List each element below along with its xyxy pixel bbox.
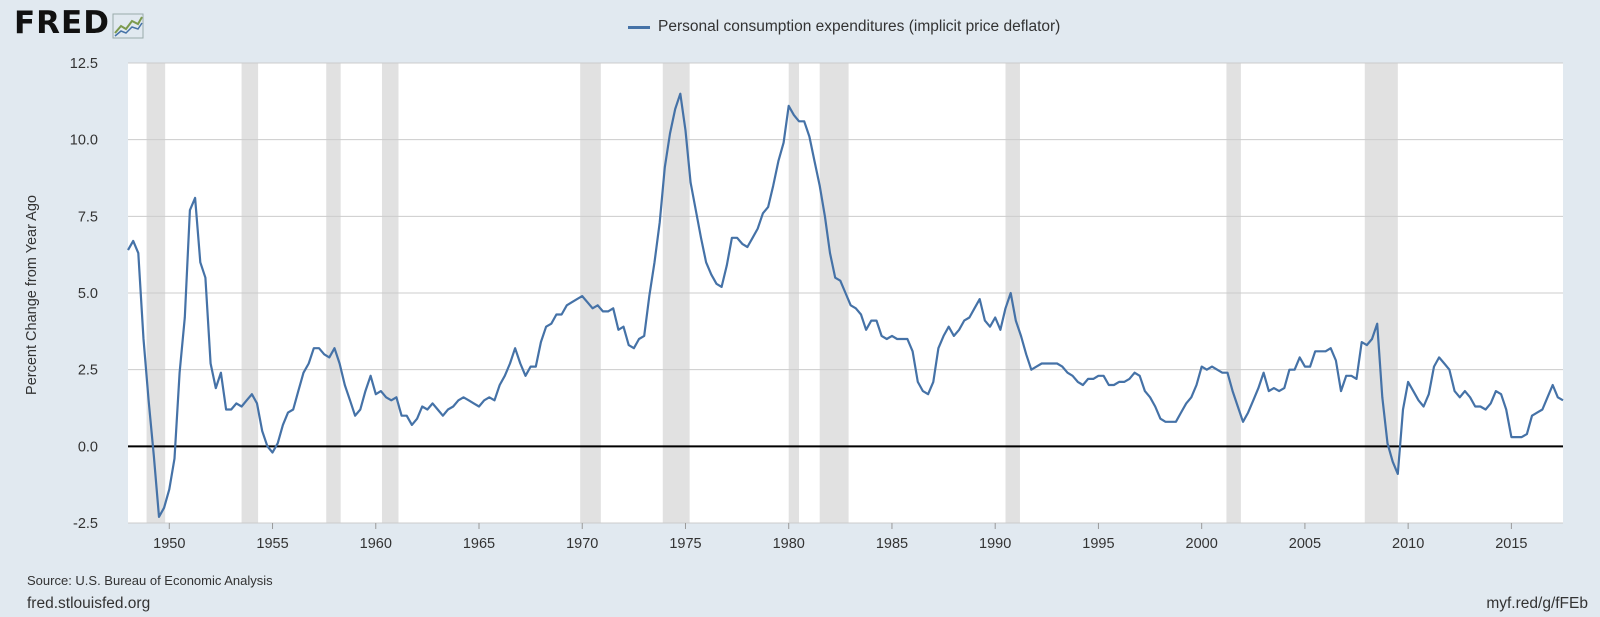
x-tick-label: 1955 (256, 536, 288, 552)
x-tick-label: 2005 (1289, 536, 1321, 552)
x-tick-label: 1950 (153, 536, 185, 552)
series-line (127, 92, 1564, 519)
y-tick-label: 0.0 (78, 439, 98, 455)
y-tick-label: 12.5 (70, 56, 98, 72)
short-link[interactable]: myf.red/g/fFEb (1486, 595, 1588, 612)
x-tick-label: 2015 (1495, 536, 1527, 552)
fred-chart-icon (112, 13, 144, 38)
x-tick-label: 1985 (876, 536, 908, 552)
x-tick-label: 2000 (1186, 536, 1218, 552)
x-tick-label: 1965 (463, 536, 495, 552)
y-tick-label: 2.5 (78, 363, 98, 379)
chart-legend: Personal consumption expenditures (impli… (628, 18, 1060, 36)
x-tick-label: 1960 (360, 536, 392, 552)
y-tick-label: 5.0 (78, 286, 98, 302)
x-tick-label: 1995 (1082, 536, 1114, 552)
site-link[interactable]: fred.stlouisfed.org (27, 595, 151, 612)
x-tick-label: 1980 (773, 536, 805, 552)
y-tick-label: 7.5 (78, 209, 98, 225)
fred-logo-text: FRED (14, 5, 110, 41)
x-tick-label: 1990 (979, 536, 1011, 552)
y-tick-label: -2.5 (73, 516, 98, 532)
fred-logo[interactable]: FRED (14, 8, 144, 39)
x-tick-label: 1970 (566, 536, 598, 552)
y-tick-label: 10.0 (70, 133, 98, 149)
series-layer (127, 92, 1564, 519)
legend-swatch (628, 25, 650, 29)
x-tick-label: 2010 (1392, 536, 1424, 552)
x-tick-labels: 1950 1955 1960 1965 1970 1975 1980 1985 1990 1995… (153, 523, 1528, 552)
x-tick-label: 1975 (669, 536, 701, 552)
y-tick-labels: -2.5 0.0 2.5 5.0 7.5 10.0 12.5 (70, 56, 98, 532)
y-axis-title: Percent Change from Year Ago (24, 195, 40, 395)
source-note: Source: U.S. Bureau of Economic Analysis (27, 573, 273, 588)
legend-label: Personal consumption expenditures (impli… (658, 18, 1061, 35)
